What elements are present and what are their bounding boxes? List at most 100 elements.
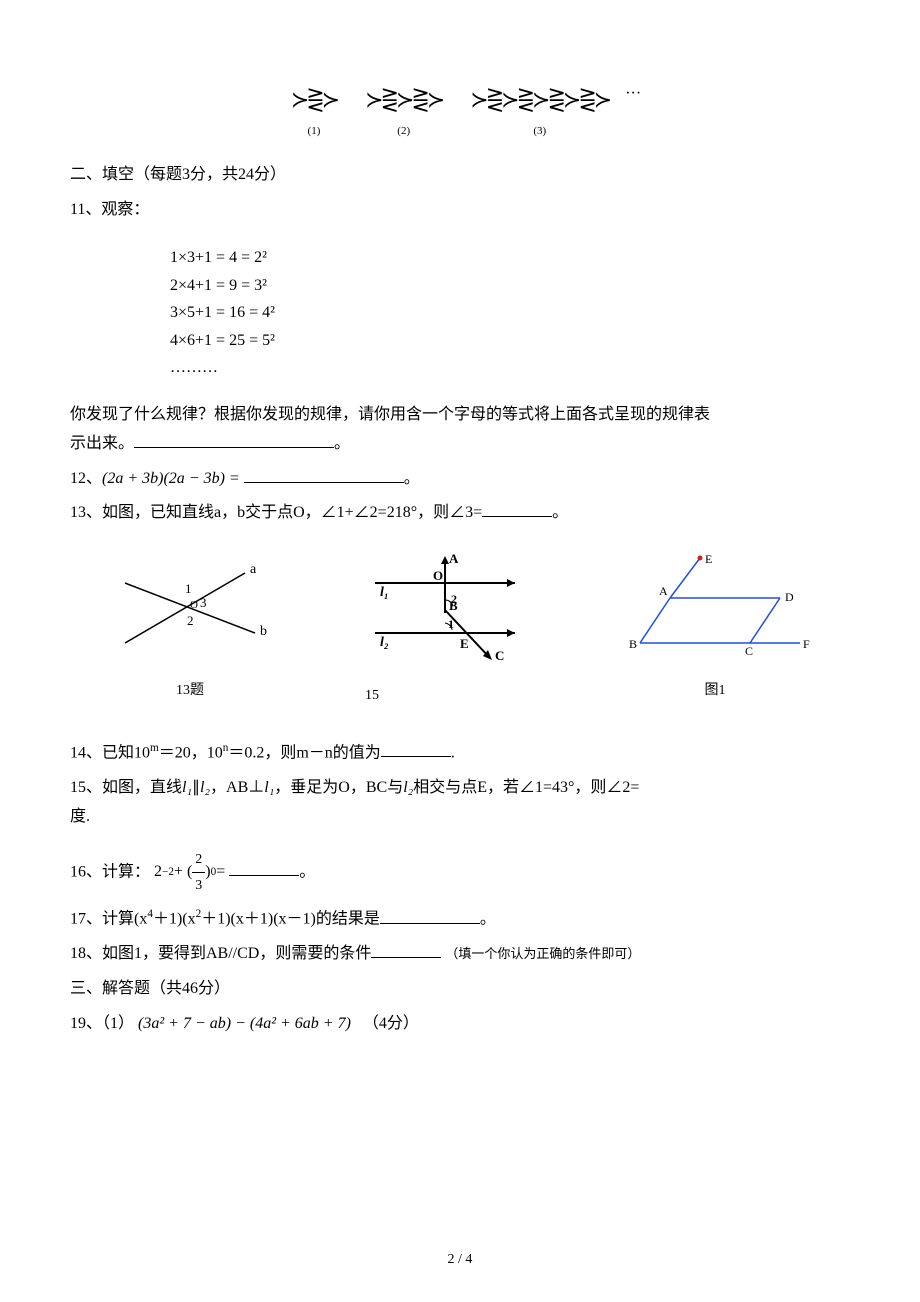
q16-eq: = xyxy=(216,858,225,887)
q16-exp1: −2 xyxy=(162,862,174,882)
q11-eq-5: ……… xyxy=(170,355,850,381)
fig15-O: O xyxy=(433,568,443,583)
q16-blank xyxy=(229,860,299,876)
q15-mid3: ，垂足为O，BC与 xyxy=(274,779,403,796)
fig13-caption: 13题 xyxy=(105,678,275,703)
fish-group-3: ≻⋛≻⋛≻⋛≻⋛≻ (3) xyxy=(470,80,609,141)
question-16: 16、计算： 2−2 + (23)0 = 。 xyxy=(70,847,850,898)
question-19: 19、（1） (3a² + 7 − ab) − (4a² + 6ab + 7) … xyxy=(70,1010,850,1039)
q14-eq1: ＝20，10 xyxy=(159,744,223,761)
fish-pattern-row: ≻⋛≻ (1) ≻⋛≻⋛≻ (2) ≻⋛≻⋛≻⋛≻⋛≻ (3) ··· xyxy=(70,80,850,141)
fig13-label-O: O xyxy=(190,599,198,611)
q13-blank xyxy=(482,501,552,517)
figure-13-svg: a b 1 3 2 O xyxy=(105,553,275,663)
fig18-E: E xyxy=(705,553,712,566)
q18-blank xyxy=(371,942,441,958)
q15-mid2: ，AB⊥ xyxy=(210,779,264,796)
q15-l1: l₁ xyxy=(182,779,192,796)
q17-prefix: 17、计算(x xyxy=(70,911,147,928)
figure-15: A O B C E l₁ l₂ 1 2 15 xyxy=(345,548,545,708)
fig15-caption: 15 xyxy=(365,683,545,708)
q11-prompt-line1: 你发现了什么规律？根据你发现的规律，请你用含一个字母的等式将上面各式呈现的规律表 xyxy=(70,401,850,430)
q15-prefix: 15、如图，直线 xyxy=(70,779,182,796)
q14-blank xyxy=(381,741,451,757)
question-13: 13、如图，已知直线a，b交于点O，∠1+∠2=218°，则∠3= 。 xyxy=(70,499,850,528)
fish-shapes-2: ≻⋛≻⋛≻ xyxy=(365,87,442,112)
fig18-D: D xyxy=(785,590,794,604)
fig15-C: C xyxy=(495,648,504,663)
q18-note: （填一个你认为正确的条件即可） xyxy=(445,946,640,961)
q17-blank xyxy=(380,908,480,924)
question-14: 14、已知10m＝20，10n＝0.2，则m－n的值为. xyxy=(70,738,850,768)
q15-mid1: ∥ xyxy=(192,779,200,796)
q11-eq-1: 1×3+1 = 4 = 2² xyxy=(170,245,850,271)
q11-eq-3: 3×5+1 = 16 = 4² xyxy=(170,300,850,326)
figures-row: a b 1 3 2 O 13题 A O B C E l₁ l₂ 1 2 xyxy=(70,548,850,708)
section-2-heading: 二、填空（每题3分，共24分） xyxy=(70,161,850,190)
q15-mid4: 相交与点E，若∠1=43°，则∠2= xyxy=(413,779,639,796)
fish-label-2: (2) xyxy=(365,122,442,142)
q19-expr: (3a² + 7 − ab) − (4a² + 6ab + 7) xyxy=(138,1015,351,1032)
fish-label-3: (3) xyxy=(470,122,609,142)
fish-group-1: ≻⋛≻ (1) xyxy=(291,80,337,141)
q11-prompt-line2: 示出来。。 xyxy=(70,430,850,459)
q18-prefix: 18、如图1，要得到AB//CD，则需要的条件 xyxy=(70,945,371,962)
fig15-l1: l₁ xyxy=(380,585,389,600)
q19-points: （4分） xyxy=(363,1015,419,1032)
page-number: 2 / 4 xyxy=(0,1247,920,1272)
section-3-heading: 三、解答题（共46分） xyxy=(70,975,850,1004)
figure-18-svg: E A D B C F xyxy=(615,553,815,663)
figure-18: E A D B C F 图1 xyxy=(615,553,815,703)
question-11: 11、观察： 1×3+1 = 4 = 2² 2×4+1 = 9 = 3² 3×5… xyxy=(70,196,850,458)
fig18-F: F xyxy=(803,637,810,651)
q13-suffix: 。 xyxy=(552,504,568,521)
fish-shapes-3: ≻⋛≻⋛≻⋛≻⋛≻ xyxy=(470,87,609,112)
q15-l2b: l₂ xyxy=(403,779,413,796)
fish-ellipsis: ··· xyxy=(625,85,641,102)
q16-plus: + ( xyxy=(174,858,192,887)
q14-m: m xyxy=(150,742,159,754)
fig18-C: C xyxy=(745,644,753,658)
fish-label-1: (1) xyxy=(291,122,337,142)
fig18-caption: 图1 xyxy=(615,678,815,703)
q17-m2: ＋1)(x＋1)(x－1)的结果是 xyxy=(201,911,380,928)
fig13-label-a: a xyxy=(250,562,257,577)
fig15-l2: l₂ xyxy=(380,635,389,650)
fig13-label-1: 1 xyxy=(185,581,192,596)
q15-line2: 度. xyxy=(70,803,850,832)
q16-frac: 23 xyxy=(192,847,205,898)
fish-group-2: ≻⋛≻⋛≻ (2) xyxy=(365,80,442,141)
fig15-E: E xyxy=(460,636,469,651)
q11-prompt-suffix: 。 xyxy=(334,435,350,452)
q11-label: 11、观察： xyxy=(70,196,850,225)
q16-label: 16、计算： xyxy=(70,863,150,880)
q15-l2: l₂ xyxy=(200,779,210,796)
fish-shapes-1: ≻⋛≻ xyxy=(291,87,337,112)
q13-prefix: 13、如图，已知直线a，b交于点O，∠1+∠2=218°，则∠3= xyxy=(70,504,482,521)
q11-blank xyxy=(134,432,334,448)
fig18-B: B xyxy=(629,637,637,651)
q12-expr: (2a + 3b)(2a − 3b) = xyxy=(102,470,244,487)
q16-num: 2 xyxy=(192,847,205,873)
q19-label: 19、（1） xyxy=(70,1015,134,1032)
q12-suffix: 。 xyxy=(404,470,420,487)
q16-den: 3 xyxy=(192,873,205,898)
q16-2: 2 xyxy=(154,858,162,887)
q14-prefix: 14、已知10 xyxy=(70,744,150,761)
q17-suffix: 。 xyxy=(480,911,496,928)
figure-13: a b 1 3 2 O 13题 xyxy=(105,553,275,703)
fig13-label-3: 3 xyxy=(200,595,207,610)
q11-equations: 1×3+1 = 4 = 2² 2×4+1 = 9 = 3² 3×5+1 = 16… xyxy=(170,245,850,381)
q14-suffix: . xyxy=(451,744,455,761)
q16-expr: 2−2 + (23)0 = xyxy=(154,847,225,898)
fig15-A: A xyxy=(449,551,459,566)
q15-l1b: l₁ xyxy=(264,779,274,796)
q14-eq2: ＝0.2，则m－n的值为 xyxy=(228,744,380,761)
fig18-A: A xyxy=(659,584,668,598)
question-17: 17、计算(x4＋1)(x2＋1)(x＋1)(x－1)的结果是。 xyxy=(70,904,850,934)
q17-m1: ＋1)(x xyxy=(153,911,196,928)
question-12: 12、(2a + 3b)(2a − 3b) = 。 xyxy=(70,465,850,494)
q12-blank xyxy=(244,467,404,483)
q11-eq-2: 2×4+1 = 9 = 3² xyxy=(170,273,850,299)
q11-eq-4: 4×6+1 = 25 = 5² xyxy=(170,328,850,354)
